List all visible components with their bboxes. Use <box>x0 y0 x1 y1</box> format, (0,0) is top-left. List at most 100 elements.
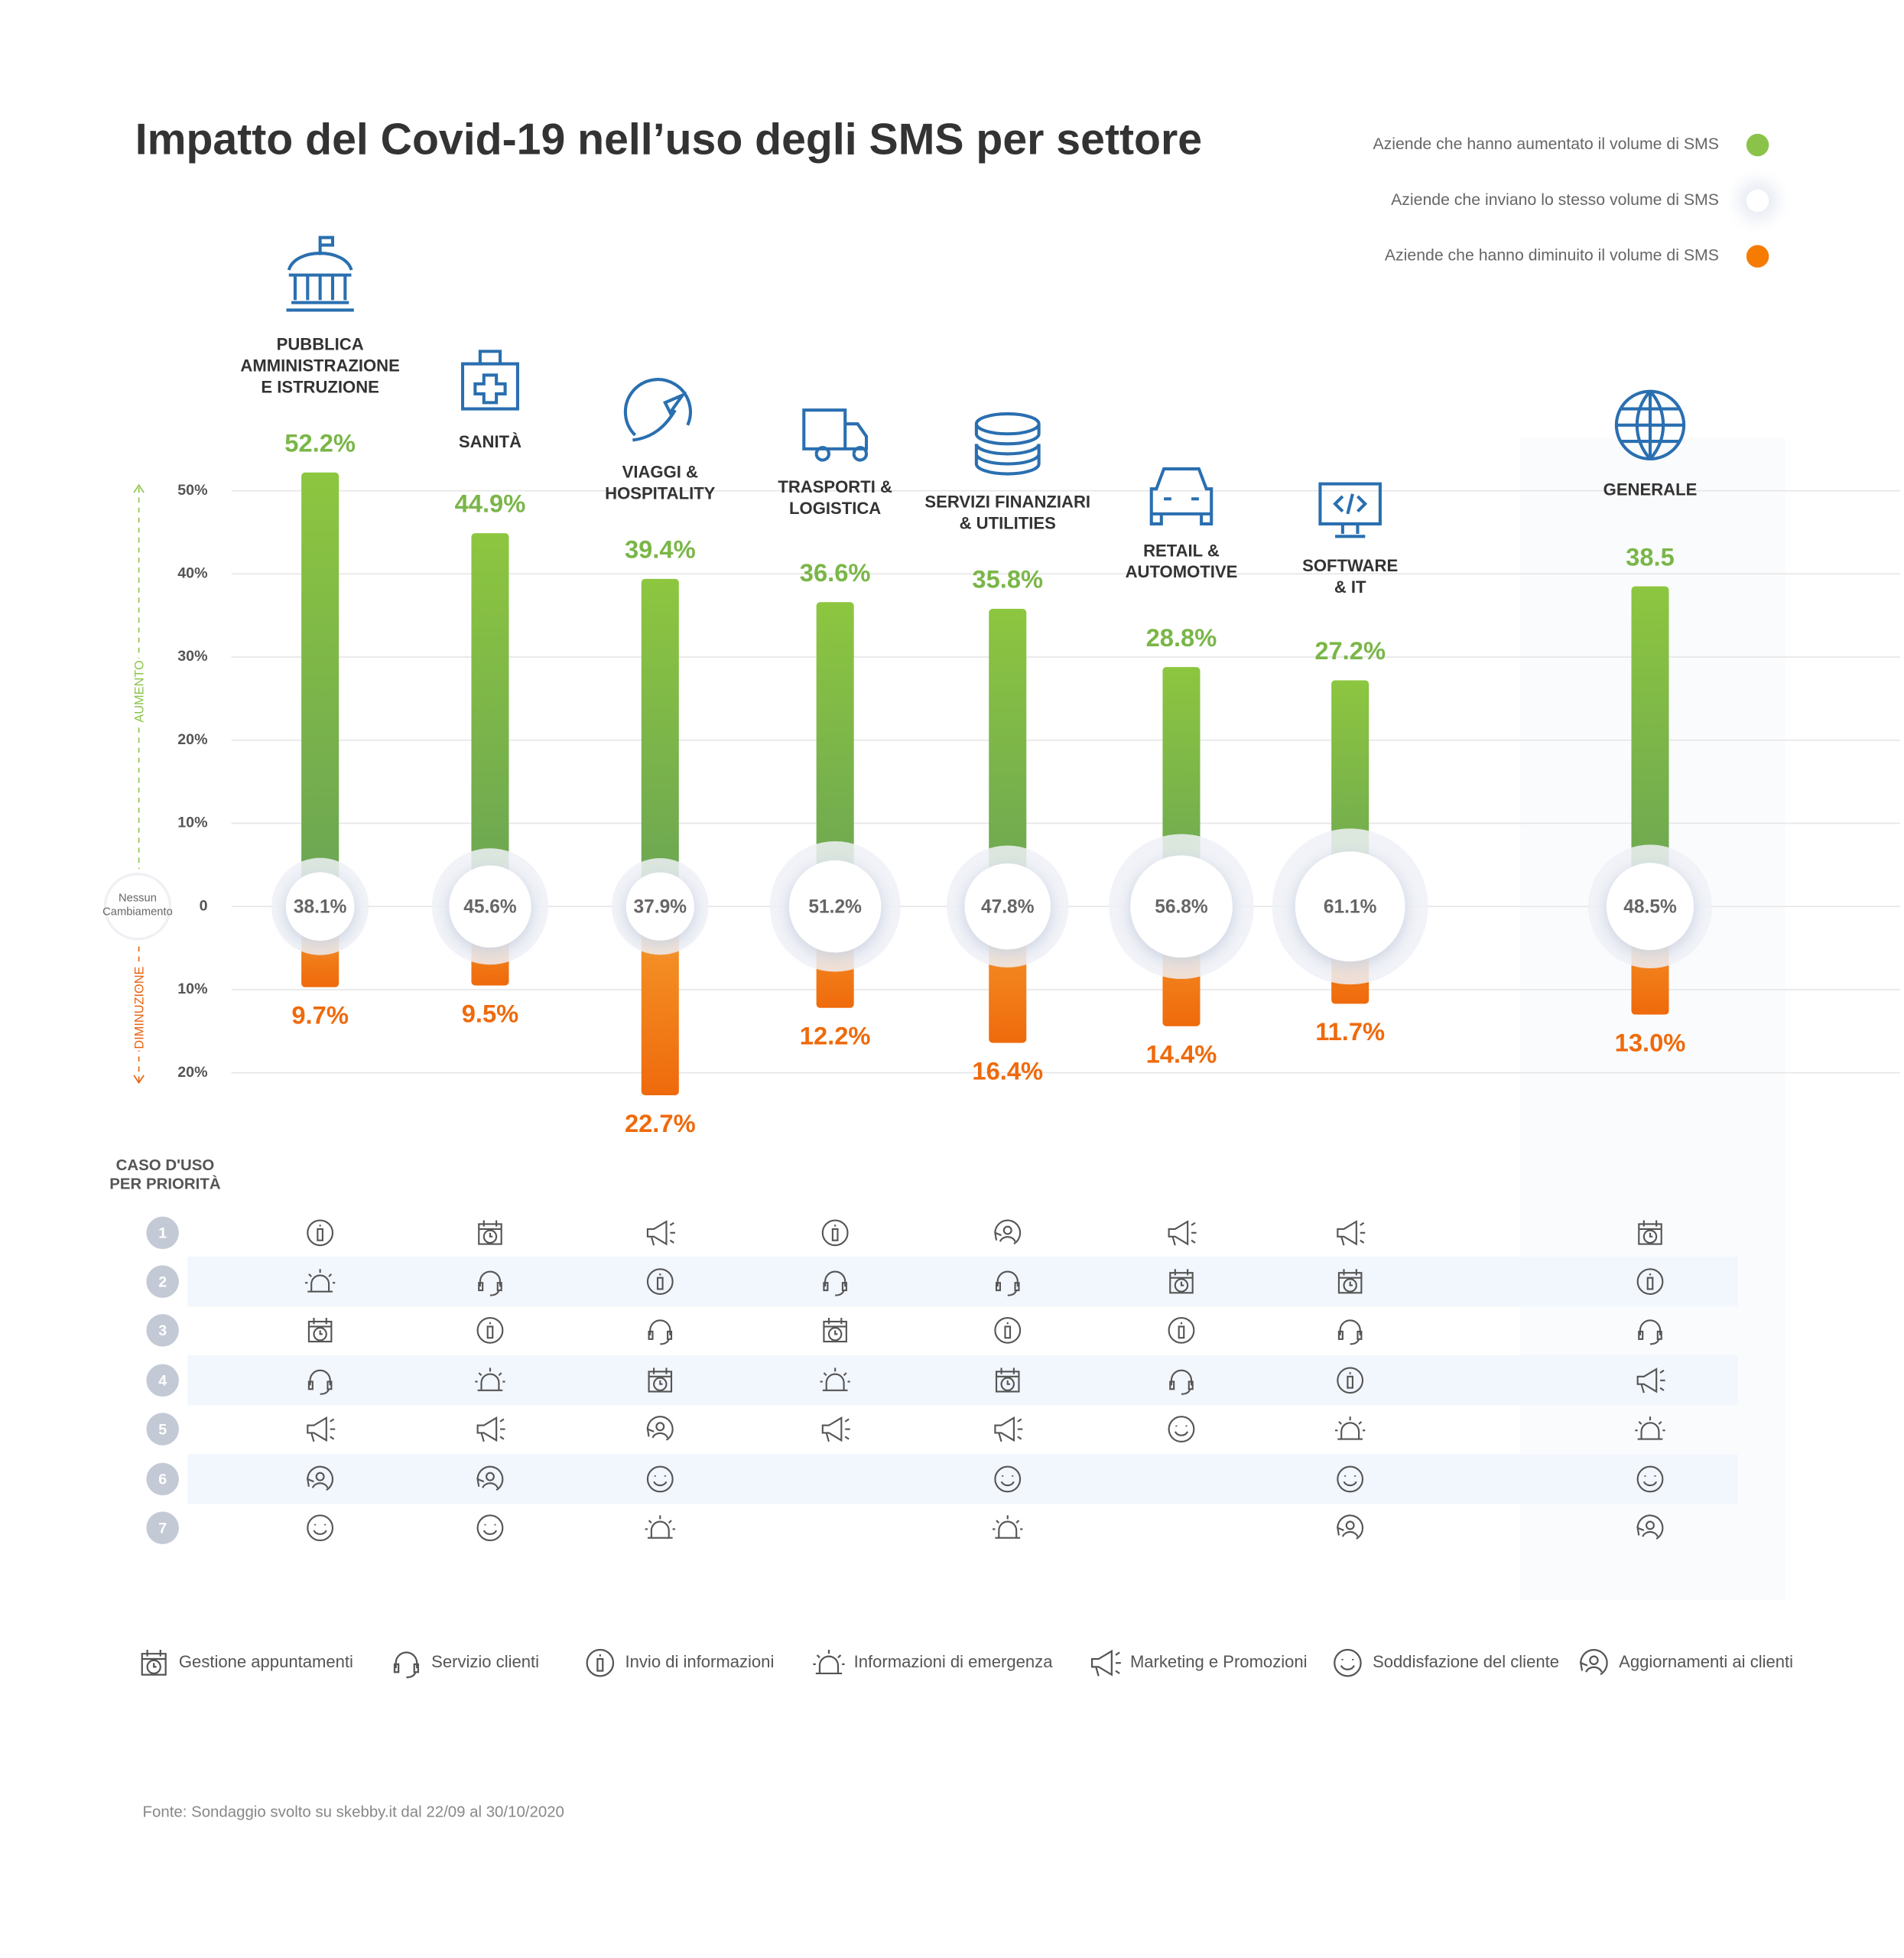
icon-part <box>1635 1416 1665 1440</box>
icon-part <box>1614 389 1686 460</box>
value-label-decrease: 22.7% <box>625 1109 696 1137</box>
sector-icon <box>802 408 869 462</box>
use-case-label: Marketing e Promozioni <box>1130 1652 1308 1671</box>
rank-badge <box>146 1413 179 1446</box>
value-label-same: 38.1% <box>294 896 347 917</box>
sector-icon <box>974 412 1041 476</box>
category-label-box: SOFTWARE & IT <box>1302 556 1398 596</box>
category-label-box: RETAIL & AUTOMOTIVE <box>1126 542 1238 581</box>
icon-part <box>646 1220 675 1246</box>
icon-part <box>1638 1319 1662 1345</box>
icon-part <box>1337 1319 1363 1345</box>
use-case-icon <box>1169 1369 1194 1395</box>
icon-part <box>1636 1268 1664 1296</box>
use-case-icon <box>646 1465 674 1493</box>
use-case-icon <box>1636 1465 1664 1493</box>
value-label-increase: 35.8% <box>972 565 1043 594</box>
icon-part <box>994 1316 1022 1344</box>
use-case-icon <box>141 1650 167 1676</box>
circle-same <box>964 863 1051 950</box>
icon-part <box>1337 1220 1366 1246</box>
icon-part <box>802 408 869 462</box>
row-band <box>187 1256 1738 1307</box>
chart-title: Impatto del Covid-19 nell’uso degli SMS … <box>135 115 1202 164</box>
value-label-increase: 38.5 <box>1626 542 1675 571</box>
axis-label-down: DIMINUZIONE <box>133 967 147 1049</box>
use-case-icon <box>823 1318 847 1343</box>
zero-badge <box>103 873 172 941</box>
category-label-box: SERVIZI FINANZIARI & UTILITIES <box>924 493 1090 532</box>
icon-part <box>460 350 519 411</box>
icon-part <box>646 1416 674 1441</box>
y-tick-label: 10% <box>177 815 207 831</box>
icon-part <box>141 1650 167 1676</box>
icon-part <box>821 1416 850 1442</box>
icon-part <box>813 1650 845 1675</box>
use-case-icon <box>1168 1220 1197 1246</box>
value-label-increase: 28.8% <box>1146 623 1217 652</box>
use-case-icon <box>995 1368 1020 1393</box>
sector-icon <box>1614 389 1686 460</box>
icon-part <box>995 1270 1020 1296</box>
use-case-icon <box>823 1270 847 1296</box>
icon-part <box>995 1368 1020 1393</box>
use-case-icon <box>307 1219 334 1247</box>
icon-part <box>307 1219 334 1247</box>
use-case-icon <box>1337 1367 1364 1394</box>
circle-same <box>1606 863 1694 951</box>
use-case-icon <box>476 1416 505 1442</box>
sector-icon <box>286 236 354 312</box>
icon-part <box>307 1416 336 1442</box>
icon-part <box>476 1514 504 1542</box>
rank-label: 2 <box>158 1273 167 1290</box>
arrow-down <box>133 1075 145 1085</box>
use-case-icon <box>1168 1316 1195 1344</box>
value-label-decrease: 13.0% <box>1615 1028 1686 1056</box>
icon-part <box>821 1219 849 1247</box>
use-case-icon <box>1638 1319 1662 1345</box>
use-case-icon <box>646 1416 674 1441</box>
use-case-icon <box>1090 1649 1121 1677</box>
y-tick-label: 20% <box>177 731 207 748</box>
use-case-icon <box>306 1465 334 1491</box>
use-case-icon <box>1579 1648 1608 1676</box>
circle-same <box>285 872 355 942</box>
axis-label-up: AUMENTO <box>133 660 147 722</box>
icon-part <box>1168 1316 1195 1344</box>
use-case-label: Servizio clienti <box>431 1652 539 1671</box>
icon-part <box>823 1270 847 1296</box>
use-case-icon <box>645 1515 675 1539</box>
use-case-icon <box>1168 1416 1195 1442</box>
circle-same <box>449 865 531 948</box>
use-case-icon <box>648 1319 673 1345</box>
icon-part <box>623 378 692 442</box>
icon-part <box>994 1465 1022 1493</box>
bar-increase <box>816 602 854 907</box>
rank-badge <box>146 1462 179 1496</box>
use-case-label: Gestione appuntamenti <box>179 1652 353 1671</box>
use-case-icon <box>1635 1416 1665 1440</box>
use-case-icon <box>476 1514 504 1542</box>
legend-swatch <box>1746 133 1769 157</box>
use-case-icon <box>307 1514 334 1542</box>
use-case-icon <box>475 1368 505 1391</box>
value-label-decrease: 12.2% <box>800 1022 871 1050</box>
use-case-label: Soddisfazione del cliente <box>1373 1652 1559 1671</box>
icon-part <box>1090 1649 1121 1677</box>
icon-part <box>478 1220 502 1245</box>
use-case-icon <box>307 1369 333 1395</box>
circle-same <box>625 872 694 941</box>
use-case-label: Aggiornamenti ai clienti <box>1619 1652 1793 1671</box>
legend-label: Aziende che hanno diminuito il volume di… <box>1385 246 1719 265</box>
use-case-icon <box>821 1219 849 1247</box>
row-band <box>187 1355 1738 1406</box>
use-case-icon <box>1169 1269 1194 1294</box>
icon-part <box>1318 482 1382 538</box>
bar-increase <box>301 472 340 907</box>
icon-part <box>1636 1514 1664 1540</box>
use-case-icon <box>820 1368 850 1391</box>
icon-part <box>646 1268 674 1296</box>
rank-badge <box>146 1265 179 1298</box>
use-case-icon <box>1335 1416 1366 1440</box>
bar-increase <box>989 609 1027 907</box>
